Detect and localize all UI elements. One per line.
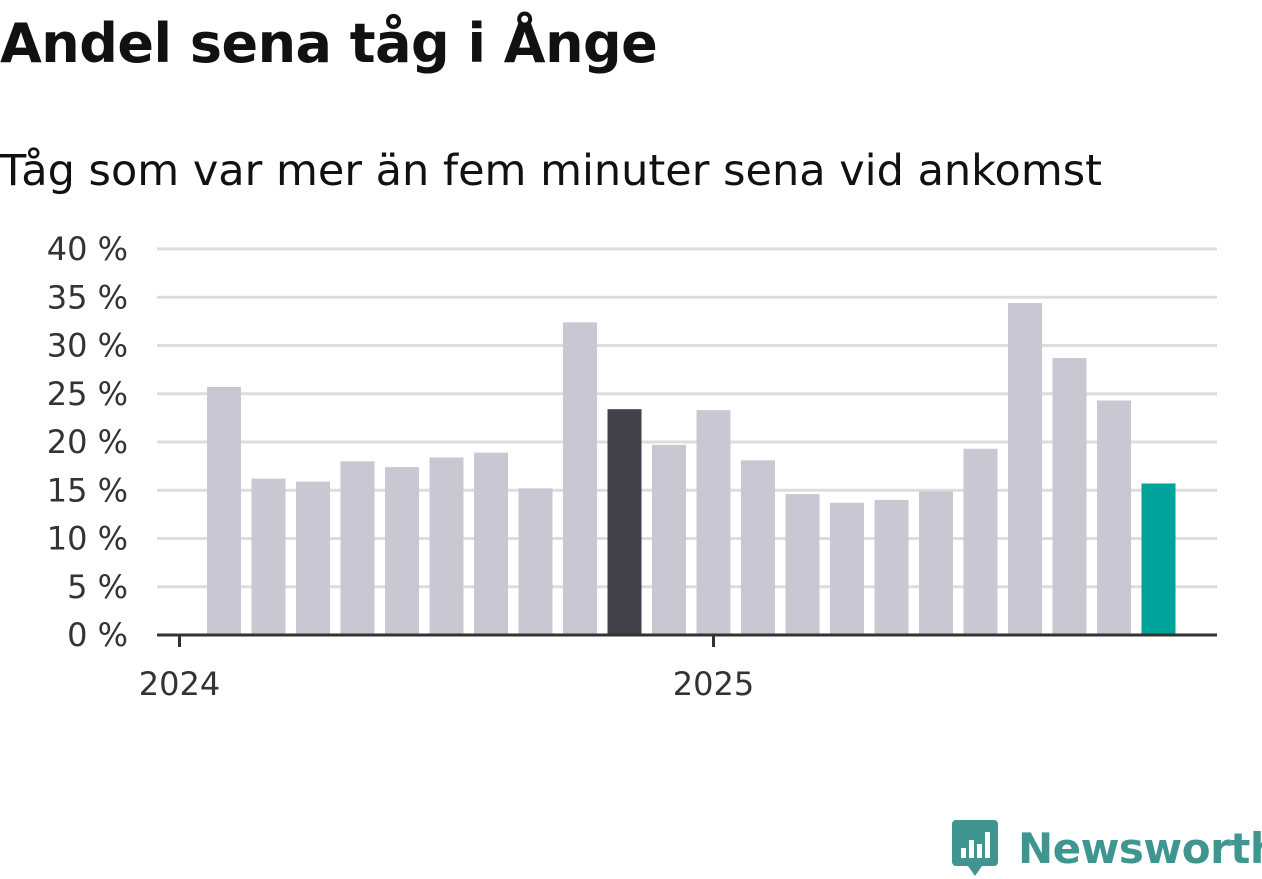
- bar-2025-03: [830, 502, 864, 635]
- bar-2025-02: [785, 494, 820, 635]
- bar-2025-07: [1008, 303, 1042, 635]
- bar-2024-02: [251, 478, 286, 635]
- y-tick-label: 25 %: [47, 375, 128, 413]
- bar-2024-11: [652, 444, 686, 635]
- bar-2025-08: [1052, 358, 1087, 635]
- bar-2024-10: [607, 409, 642, 635]
- bar-2024-09: [563, 322, 597, 635]
- x-tick-label: 2024: [139, 665, 220, 703]
- bar-2025-04: [874, 499, 909, 635]
- bar-2025-05: [919, 491, 953, 635]
- y-tick-label: 40 %: [47, 230, 128, 268]
- y-tick-label: 0 %: [67, 616, 128, 654]
- bar-2025-06: [963, 448, 998, 635]
- bar-2024-04: [340, 461, 375, 635]
- bar-2025-10: [1141, 483, 1176, 635]
- bar-chart: 0 % 5 % 10 % 15 % 20 % 25 % 30 % 35 % 40 % 2024 20…: [47, 230, 1217, 703]
- brand-logo: Newsworthy: [950, 818, 1262, 878]
- newsworthy-logo-icon: [952, 820, 998, 876]
- y-tick-label: 35 %: [47, 278, 128, 316]
- y-tick-label: 20 %: [47, 423, 128, 461]
- bar-2025-09: [1097, 400, 1131, 635]
- y-tick-label: 30 %: [47, 327, 128, 365]
- bar-2024-12: [696, 410, 731, 635]
- x-tick-label: 2025: [673, 665, 754, 703]
- chart-subtitle: Tåg som var mer än fem minuter sena vid …: [0, 146, 1103, 196]
- bar-2024-05: [385, 467, 419, 635]
- bar-2024-06: [429, 457, 464, 635]
- chart-title: Andel sena tåg i Ånge: [0, 12, 658, 75]
- bar-2024-07: [474, 452, 508, 635]
- bar-2024-08: [518, 488, 553, 635]
- bar-2025-01: [741, 460, 775, 635]
- y-tick-label: 15 %: [47, 471, 128, 509]
- y-tick-label: 5 %: [67, 568, 128, 606]
- bar-2024-01: [207, 386, 241, 635]
- y-tick-label: 10 %: [47, 520, 128, 558]
- bar-2024-03: [296, 481, 330, 635]
- brand-name: Newsworthy: [1018, 823, 1262, 873]
